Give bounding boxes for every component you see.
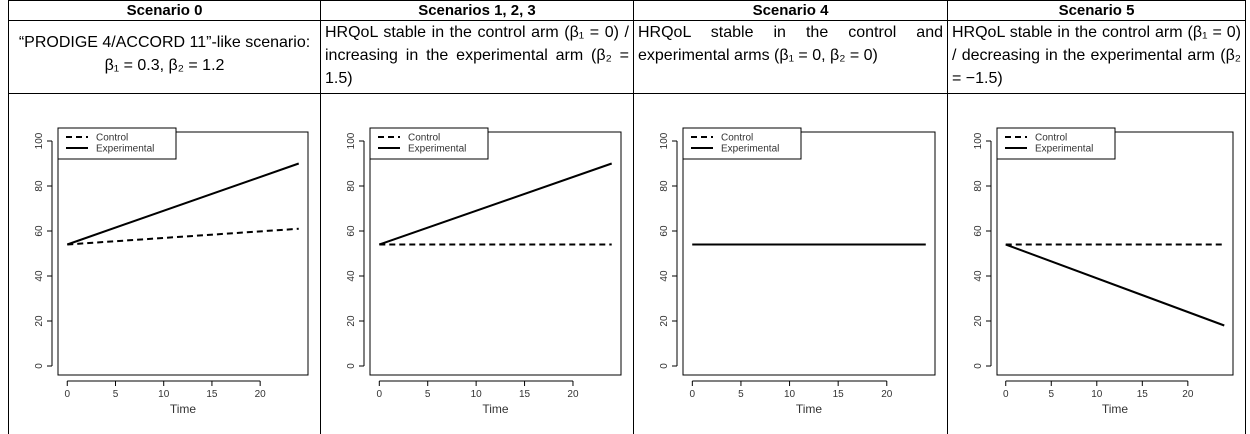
x-tick-label: 5 bbox=[1048, 389, 1054, 400]
y-tick-label: 0 bbox=[34, 363, 45, 369]
x-axis-label: Time bbox=[170, 402, 197, 416]
legend-label: Experimental bbox=[408, 144, 466, 155]
y-tick-label: 20 bbox=[659, 315, 670, 327]
y-tick-label: 40 bbox=[34, 270, 45, 282]
y-tick-label: 20 bbox=[346, 315, 357, 327]
plot-frame bbox=[58, 132, 308, 375]
y-tick-label: 0 bbox=[973, 363, 984, 369]
legend-label: Experimental bbox=[1035, 144, 1093, 155]
y-tick-label: 20 bbox=[34, 315, 45, 327]
x-tick-label: 5 bbox=[738, 389, 744, 400]
x-tick-label: 0 bbox=[690, 389, 696, 400]
legend-label: Experimental bbox=[96, 144, 154, 155]
y-tick-label: 100 bbox=[973, 132, 984, 149]
chart: 0 5 10 15 20 0 20 40 60 80 100 Time ControlExperimen… bbox=[948, 94, 1245, 429]
plot-frame bbox=[683, 132, 935, 375]
legend-label: Control bbox=[96, 133, 128, 144]
legend-label: Control bbox=[721, 133, 753, 144]
description-cell: HRQoL stable in the control arm (β₁ = 0)… bbox=[948, 21, 1246, 94]
legend-label: Experimental bbox=[721, 144, 779, 155]
y-tick-label: 60 bbox=[346, 225, 357, 237]
x-tick-label: 10 bbox=[1091, 389, 1103, 400]
x-tick-label: 15 bbox=[206, 389, 218, 400]
x-tick-label: 20 bbox=[881, 389, 893, 400]
description-cell: HRQoL stable in the control and experime… bbox=[634, 21, 948, 94]
y-tick-label: 60 bbox=[973, 225, 984, 237]
legend-label: Control bbox=[1035, 133, 1067, 144]
header-cell: Scenario 0 bbox=[9, 1, 321, 21]
x-tick-label: 20 bbox=[567, 389, 579, 400]
series-line bbox=[67, 164, 298, 245]
x-axis-label: Time bbox=[796, 402, 823, 416]
plot-frame bbox=[370, 132, 621, 375]
y-tick-label: 40 bbox=[973, 270, 984, 282]
x-tick-label: 0 bbox=[377, 389, 383, 400]
x-tick-label: 15 bbox=[833, 389, 845, 400]
y-tick-label: 100 bbox=[346, 132, 357, 149]
y-tick-label: 0 bbox=[659, 363, 670, 369]
y-tick-label: 80 bbox=[659, 180, 670, 192]
header-cell: Scenarios 1, 2, 3 bbox=[321, 1, 634, 21]
chart: 0 5 10 15 20 0 20 40 60 80 100 Time ControlExperimen… bbox=[9, 94, 320, 429]
y-tick-label: 60 bbox=[659, 225, 670, 237]
x-axis-label: Time bbox=[1102, 402, 1129, 416]
x-tick-label: 0 bbox=[1003, 389, 1009, 400]
y-tick-label: 80 bbox=[34, 180, 45, 192]
chart: 0 5 10 15 20 0 20 40 60 80 100 Time ControlExperimen… bbox=[634, 94, 947, 429]
x-tick-label: 10 bbox=[158, 389, 170, 400]
y-tick-label: 40 bbox=[346, 270, 357, 282]
y-tick-label: 100 bbox=[659, 132, 670, 149]
legend-label: Control bbox=[408, 133, 440, 144]
x-tick-label: 15 bbox=[1137, 389, 1149, 400]
x-tick-label: 5 bbox=[425, 389, 431, 400]
series-line bbox=[67, 229, 298, 245]
y-tick-label: 80 bbox=[973, 180, 984, 192]
series-line bbox=[379, 164, 611, 245]
description-cell: “PRODIGE 4/ACCORD 11”-like scenario: β₁ … bbox=[9, 21, 321, 94]
chart: 0 5 10 15 20 0 20 40 60 80 100 Time ControlExperimen… bbox=[321, 94, 633, 429]
x-tick-label: 10 bbox=[471, 389, 483, 400]
x-axis-label: Time bbox=[482, 402, 509, 416]
y-tick-label: 100 bbox=[34, 132, 45, 149]
y-tick-label: 60 bbox=[34, 225, 45, 237]
x-tick-label: 20 bbox=[1182, 389, 1194, 400]
x-tick-label: 5 bbox=[113, 389, 119, 400]
description-cell: HRQoL stable in the control arm (β₁ = 0)… bbox=[321, 21, 634, 94]
y-tick-label: 40 bbox=[659, 270, 670, 282]
x-tick-label: 15 bbox=[519, 389, 531, 400]
y-tick-label: 0 bbox=[346, 363, 357, 369]
y-tick-label: 80 bbox=[346, 180, 357, 192]
header-cell: Scenario 4 bbox=[634, 1, 948, 21]
x-tick-label: 0 bbox=[64, 389, 70, 400]
header-cell: Scenario 5 bbox=[948, 1, 1246, 21]
description-row: “PRODIGE 4/ACCORD 11”-like scenario: β₁ … bbox=[9, 21, 1246, 94]
x-tick-label: 20 bbox=[255, 389, 267, 400]
series-line bbox=[1006, 245, 1225, 326]
y-tick-label: 20 bbox=[973, 315, 984, 327]
x-tick-label: 10 bbox=[784, 389, 796, 400]
